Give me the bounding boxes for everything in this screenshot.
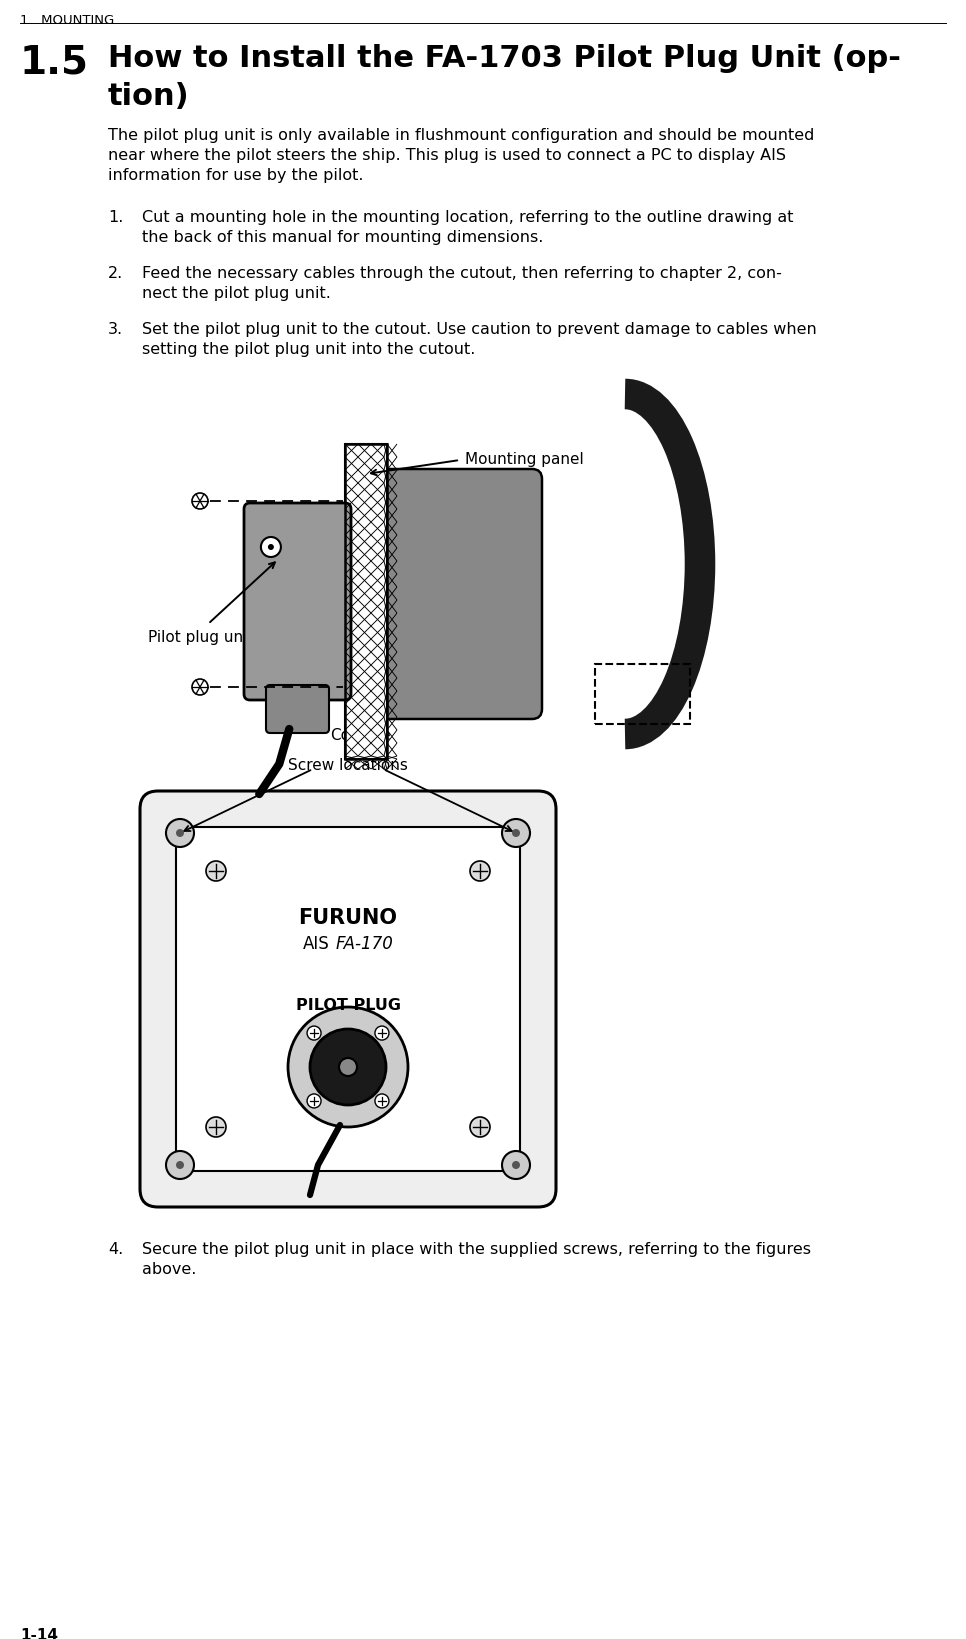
- Circle shape: [375, 1026, 389, 1041]
- FancyBboxPatch shape: [377, 470, 542, 720]
- Text: Pilot plug unit: Pilot plug unit: [148, 629, 253, 644]
- Circle shape: [166, 820, 194, 847]
- Bar: [345, 444, 387, 759]
- Circle shape: [512, 829, 520, 838]
- Circle shape: [166, 1151, 194, 1180]
- FancyBboxPatch shape: [244, 503, 351, 700]
- Text: PILOT PLUG: PILOT PLUG: [296, 998, 401, 1013]
- Text: Set the pilot plug unit to the cutout. Use caution to prevent damage to cables w: Set the pilot plug unit to the cutout. U…: [142, 321, 816, 336]
- Bar: [595, 664, 690, 724]
- FancyBboxPatch shape: [266, 685, 329, 734]
- Circle shape: [502, 820, 530, 847]
- Text: above.: above.: [142, 1262, 196, 1277]
- Text: 3.: 3.: [108, 321, 123, 336]
- Text: near where the pilot steers the ship. This plug is used to connect a PC to displ: near where the pilot steers the ship. Th…: [108, 148, 786, 162]
- Circle shape: [375, 1095, 389, 1108]
- Circle shape: [310, 1029, 386, 1105]
- FancyBboxPatch shape: [140, 792, 556, 1208]
- Text: nect the pilot plug unit.: nect the pilot plug unit.: [142, 285, 331, 302]
- FancyBboxPatch shape: [176, 828, 520, 1172]
- Circle shape: [268, 544, 274, 551]
- Circle shape: [339, 1059, 357, 1077]
- Text: Mounting panel: Mounting panel: [465, 452, 583, 467]
- Circle shape: [288, 1008, 408, 1128]
- Circle shape: [470, 1118, 490, 1137]
- Circle shape: [307, 1026, 321, 1041]
- Circle shape: [261, 538, 281, 557]
- Text: 1.  MOUNTING: 1. MOUNTING: [20, 15, 114, 26]
- Text: Secure the pilot plug unit in place with the supplied screws, referring to the f: Secure the pilot plug unit in place with…: [142, 1241, 811, 1255]
- Text: How to Install the FA-1703 Pilot Plug Unit (op-: How to Install the FA-1703 Pilot Plug Un…: [108, 44, 901, 74]
- Circle shape: [192, 493, 208, 510]
- Text: the back of this manual for mounting dimensions.: the back of this manual for mounting dim…: [142, 229, 543, 244]
- Text: 1.5: 1.5: [20, 44, 89, 82]
- Text: The pilot plug unit is only available in flushmount configuration and should be : The pilot plug unit is only available in…: [108, 128, 814, 143]
- Text: Console: Console: [330, 728, 391, 742]
- Circle shape: [512, 1162, 520, 1169]
- Text: FURUNO: FURUNO: [298, 908, 397, 928]
- Text: tion): tion): [108, 82, 189, 111]
- Text: Feed the necessary cables through the cutout, then referring to chapter 2, con-: Feed the necessary cables through the cu…: [142, 266, 781, 280]
- Text: FA-170: FA-170: [336, 934, 394, 952]
- Circle shape: [176, 1162, 184, 1169]
- Text: 2.: 2.: [108, 266, 124, 280]
- Circle shape: [206, 1118, 226, 1137]
- Circle shape: [176, 829, 184, 838]
- Bar: [345, 444, 387, 759]
- Circle shape: [206, 862, 226, 882]
- Text: 1.: 1.: [108, 210, 124, 225]
- Circle shape: [192, 680, 208, 695]
- Circle shape: [470, 862, 490, 882]
- Text: AIS: AIS: [303, 934, 330, 952]
- Text: information for use by the pilot.: information for use by the pilot.: [108, 167, 363, 184]
- Text: 4.: 4.: [108, 1241, 124, 1255]
- Circle shape: [502, 1151, 530, 1180]
- Text: 1-14: 1-14: [20, 1628, 58, 1639]
- Text: Cut a mounting hole in the mounting location, referring to the outline drawing a: Cut a mounting hole in the mounting loca…: [142, 210, 793, 225]
- Text: Screw locations: Screw locations: [288, 757, 408, 772]
- Circle shape: [307, 1095, 321, 1108]
- Text: setting the pilot plug unit into the cutout.: setting the pilot plug unit into the cut…: [142, 343, 475, 357]
